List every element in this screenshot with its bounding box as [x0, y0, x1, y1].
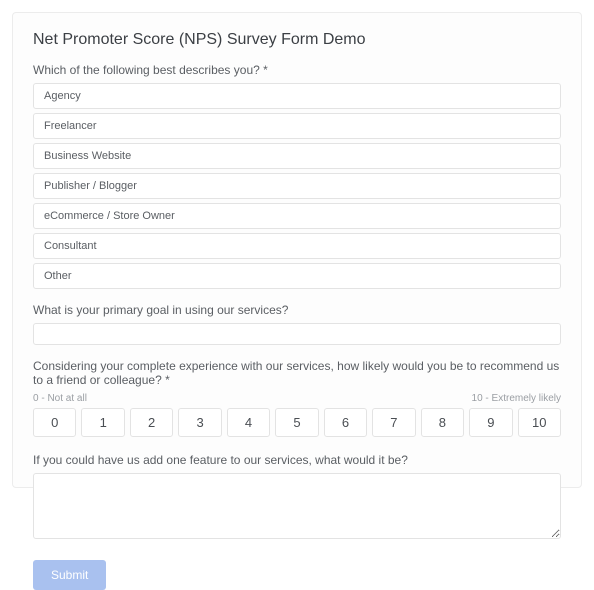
question-1-label: Which of the following best describes yo…	[33, 63, 561, 77]
feature-request-textarea[interactable]	[33, 473, 561, 539]
option-ecommerce-store-owner[interactable]: eCommerce / Store Owner	[33, 203, 561, 229]
scale-7[interactable]: 7	[372, 408, 415, 437]
scale-5[interactable]: 5	[275, 408, 318, 437]
scale-0[interactable]: 0	[33, 408, 76, 437]
option-freelancer[interactable]: Freelancer	[33, 113, 561, 139]
form-card: Net Promoter Score (NPS) Survey Form Dem…	[12, 12, 582, 488]
submit-button[interactable]: Submit	[33, 560, 106, 590]
scale-endpoints: 0 - Not at all 10 - Extremely likely	[33, 393, 561, 404]
option-other[interactable]: Other	[33, 263, 561, 289]
scale-1[interactable]: 1	[81, 408, 124, 437]
question-4-label: If you could have us add one feature to …	[33, 453, 561, 467]
scale-3[interactable]: 3	[178, 408, 221, 437]
option-business-website[interactable]: Business Website	[33, 143, 561, 169]
scale-low-label: 0 - Not at all	[33, 393, 87, 404]
scale-4[interactable]: 4	[227, 408, 270, 437]
form-title: Net Promoter Score (NPS) Survey Form Dem…	[33, 31, 561, 49]
option-publisher-blogger[interactable]: Publisher / Blogger	[33, 173, 561, 199]
primary-goal-input[interactable]	[33, 323, 561, 345]
option-agency[interactable]: Agency	[33, 83, 561, 109]
nps-scale: 0 1 2 3 4 5 6 7 8 9 10	[33, 408, 561, 437]
option-consultant[interactable]: Consultant	[33, 233, 561, 259]
question-1-options: Agency Freelancer Business Website Publi…	[33, 83, 561, 289]
scale-9[interactable]: 9	[469, 408, 512, 437]
question-2-label: What is your primary goal in using our s…	[33, 303, 561, 317]
scale-10[interactable]: 10	[518, 408, 561, 437]
question-3-label: Considering your complete experience wit…	[33, 359, 561, 387]
scale-2[interactable]: 2	[130, 408, 173, 437]
scale-high-label: 10 - Extremely likely	[472, 393, 561, 404]
scale-8[interactable]: 8	[421, 408, 464, 437]
scale-6[interactable]: 6	[324, 408, 367, 437]
